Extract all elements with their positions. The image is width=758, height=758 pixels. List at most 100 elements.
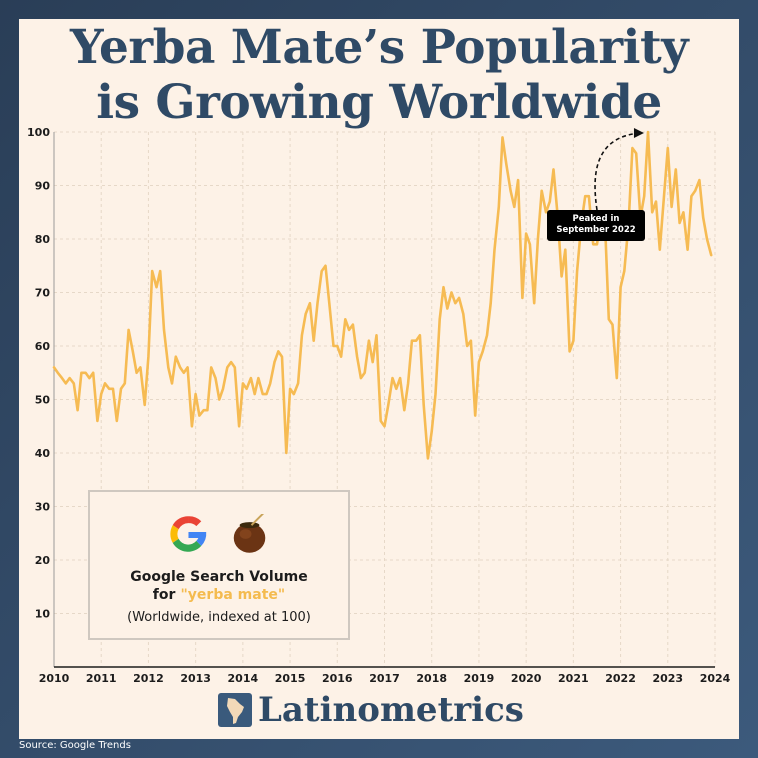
data-point	[486, 334, 488, 337]
x-tick-label: 2013	[180, 672, 211, 685]
x-tick-label: 2011	[86, 672, 117, 685]
data-point	[61, 377, 63, 379]
data-point	[304, 313, 307, 315]
data-point	[470, 339, 472, 342]
data-point	[261, 393, 264, 395]
data-point	[419, 334, 421, 337]
data-point	[706, 238, 708, 240]
data-point	[183, 371, 185, 374]
data-point	[438, 318, 441, 321]
data-point	[132, 350, 134, 353]
data-point	[442, 286, 445, 288]
data-point	[234, 366, 236, 369]
legend-box: Google Search Volume for "yerba mate" (W…	[88, 490, 350, 640]
data-point	[312, 339, 315, 342]
data-point	[533, 302, 535, 305]
data-point	[434, 393, 437, 395]
data-point	[407, 382, 409, 385]
data-point	[513, 206, 516, 208]
data-point	[324, 264, 327, 267]
annotation-line-1: Peaked in	[572, 214, 620, 224]
data-point	[415, 339, 417, 342]
peak-arrow-line	[594, 132, 641, 211]
data-point	[143, 404, 146, 406]
data-point	[702, 216, 704, 219]
data-point	[281, 355, 283, 358]
x-tick-label: 2024	[700, 672, 731, 685]
data-point	[88, 377, 91, 379]
data-point	[537, 238, 539, 240]
data-point	[73, 382, 75, 385]
y-tick-label: 90	[35, 180, 51, 193]
data-point	[124, 382, 126, 385]
data-point	[663, 195, 665, 197]
data-point	[104, 382, 106, 385]
data-point	[226, 366, 229, 369]
data-point	[588, 195, 590, 197]
data-point	[710, 254, 713, 256]
title-line-2: is Growing Worldwide	[96, 75, 662, 130]
data-point	[371, 361, 374, 363]
data-point	[611, 323, 614, 326]
x-tick-label: 2012	[133, 672, 164, 685]
data-point	[631, 147, 634, 149]
x-tick-label: 2010	[39, 672, 70, 685]
data-point	[493, 248, 496, 251]
data-point	[285, 452, 288, 454]
data-point	[391, 377, 394, 379]
data-point	[301, 334, 303, 337]
brand-name: Latinometrics	[258, 690, 524, 730]
data-point	[690, 195, 693, 197]
data-point	[466, 345, 468, 347]
data-point	[497, 206, 500, 208]
data-point	[576, 270, 578, 272]
x-tick-label: 2022	[605, 672, 636, 685]
y-tick-label: 30	[35, 501, 51, 514]
data-point	[481, 350, 484, 353]
page-title: Yerba Mate’s Popularity is Growing World…	[0, 20, 758, 130]
data-point	[592, 243, 594, 246]
data-point	[194, 393, 197, 395]
data-point	[257, 377, 260, 379]
data-point	[336, 345, 339, 347]
data-point	[517, 179, 519, 181]
data-point	[666, 147, 669, 149]
legend-term-line: for "yerba mate"	[90, 586, 348, 603]
data-point	[175, 355, 177, 358]
data-point	[309, 302, 311, 305]
x-tick-label: 2019	[464, 672, 495, 685]
data-point	[379, 420, 382, 422]
legend-subtitle: (Worldwide, indexed at 100)	[127, 610, 311, 625]
data-point	[501, 136, 504, 139]
data-point	[403, 409, 406, 412]
data-point	[545, 211, 547, 214]
legend-for-label: for	[152, 587, 176, 603]
data-point	[678, 222, 681, 224]
data-point	[289, 388, 291, 390]
data-point	[446, 307, 449, 310]
data-point	[108, 388, 111, 390]
data-point	[147, 355, 150, 358]
data-point	[352, 323, 354, 326]
data-point	[450, 291, 453, 294]
data-point	[596, 243, 598, 246]
y-tick-label: 60	[35, 340, 51, 353]
y-tick-label: 80	[35, 233, 51, 246]
peak-arrow-head	[633, 128, 644, 138]
x-tick-label: 2018	[416, 672, 447, 685]
source-note: Source: Google Trends	[19, 740, 131, 751]
y-tick-label: 40	[35, 447, 51, 460]
data-point	[395, 388, 398, 390]
data-point	[269, 382, 272, 385]
data-point	[198, 414, 201, 417]
data-point	[159, 270, 162, 272]
legend-icons	[170, 514, 266, 553]
data-point	[564, 248, 567, 251]
data-point	[53, 366, 55, 369]
x-tick-label: 2020	[511, 672, 542, 685]
data-point	[360, 377, 362, 379]
data-point	[100, 393, 103, 395]
data-point	[387, 404, 390, 406]
google-g-icon	[170, 516, 207, 552]
legend-search-term: "yerba mate"	[180, 587, 286, 603]
